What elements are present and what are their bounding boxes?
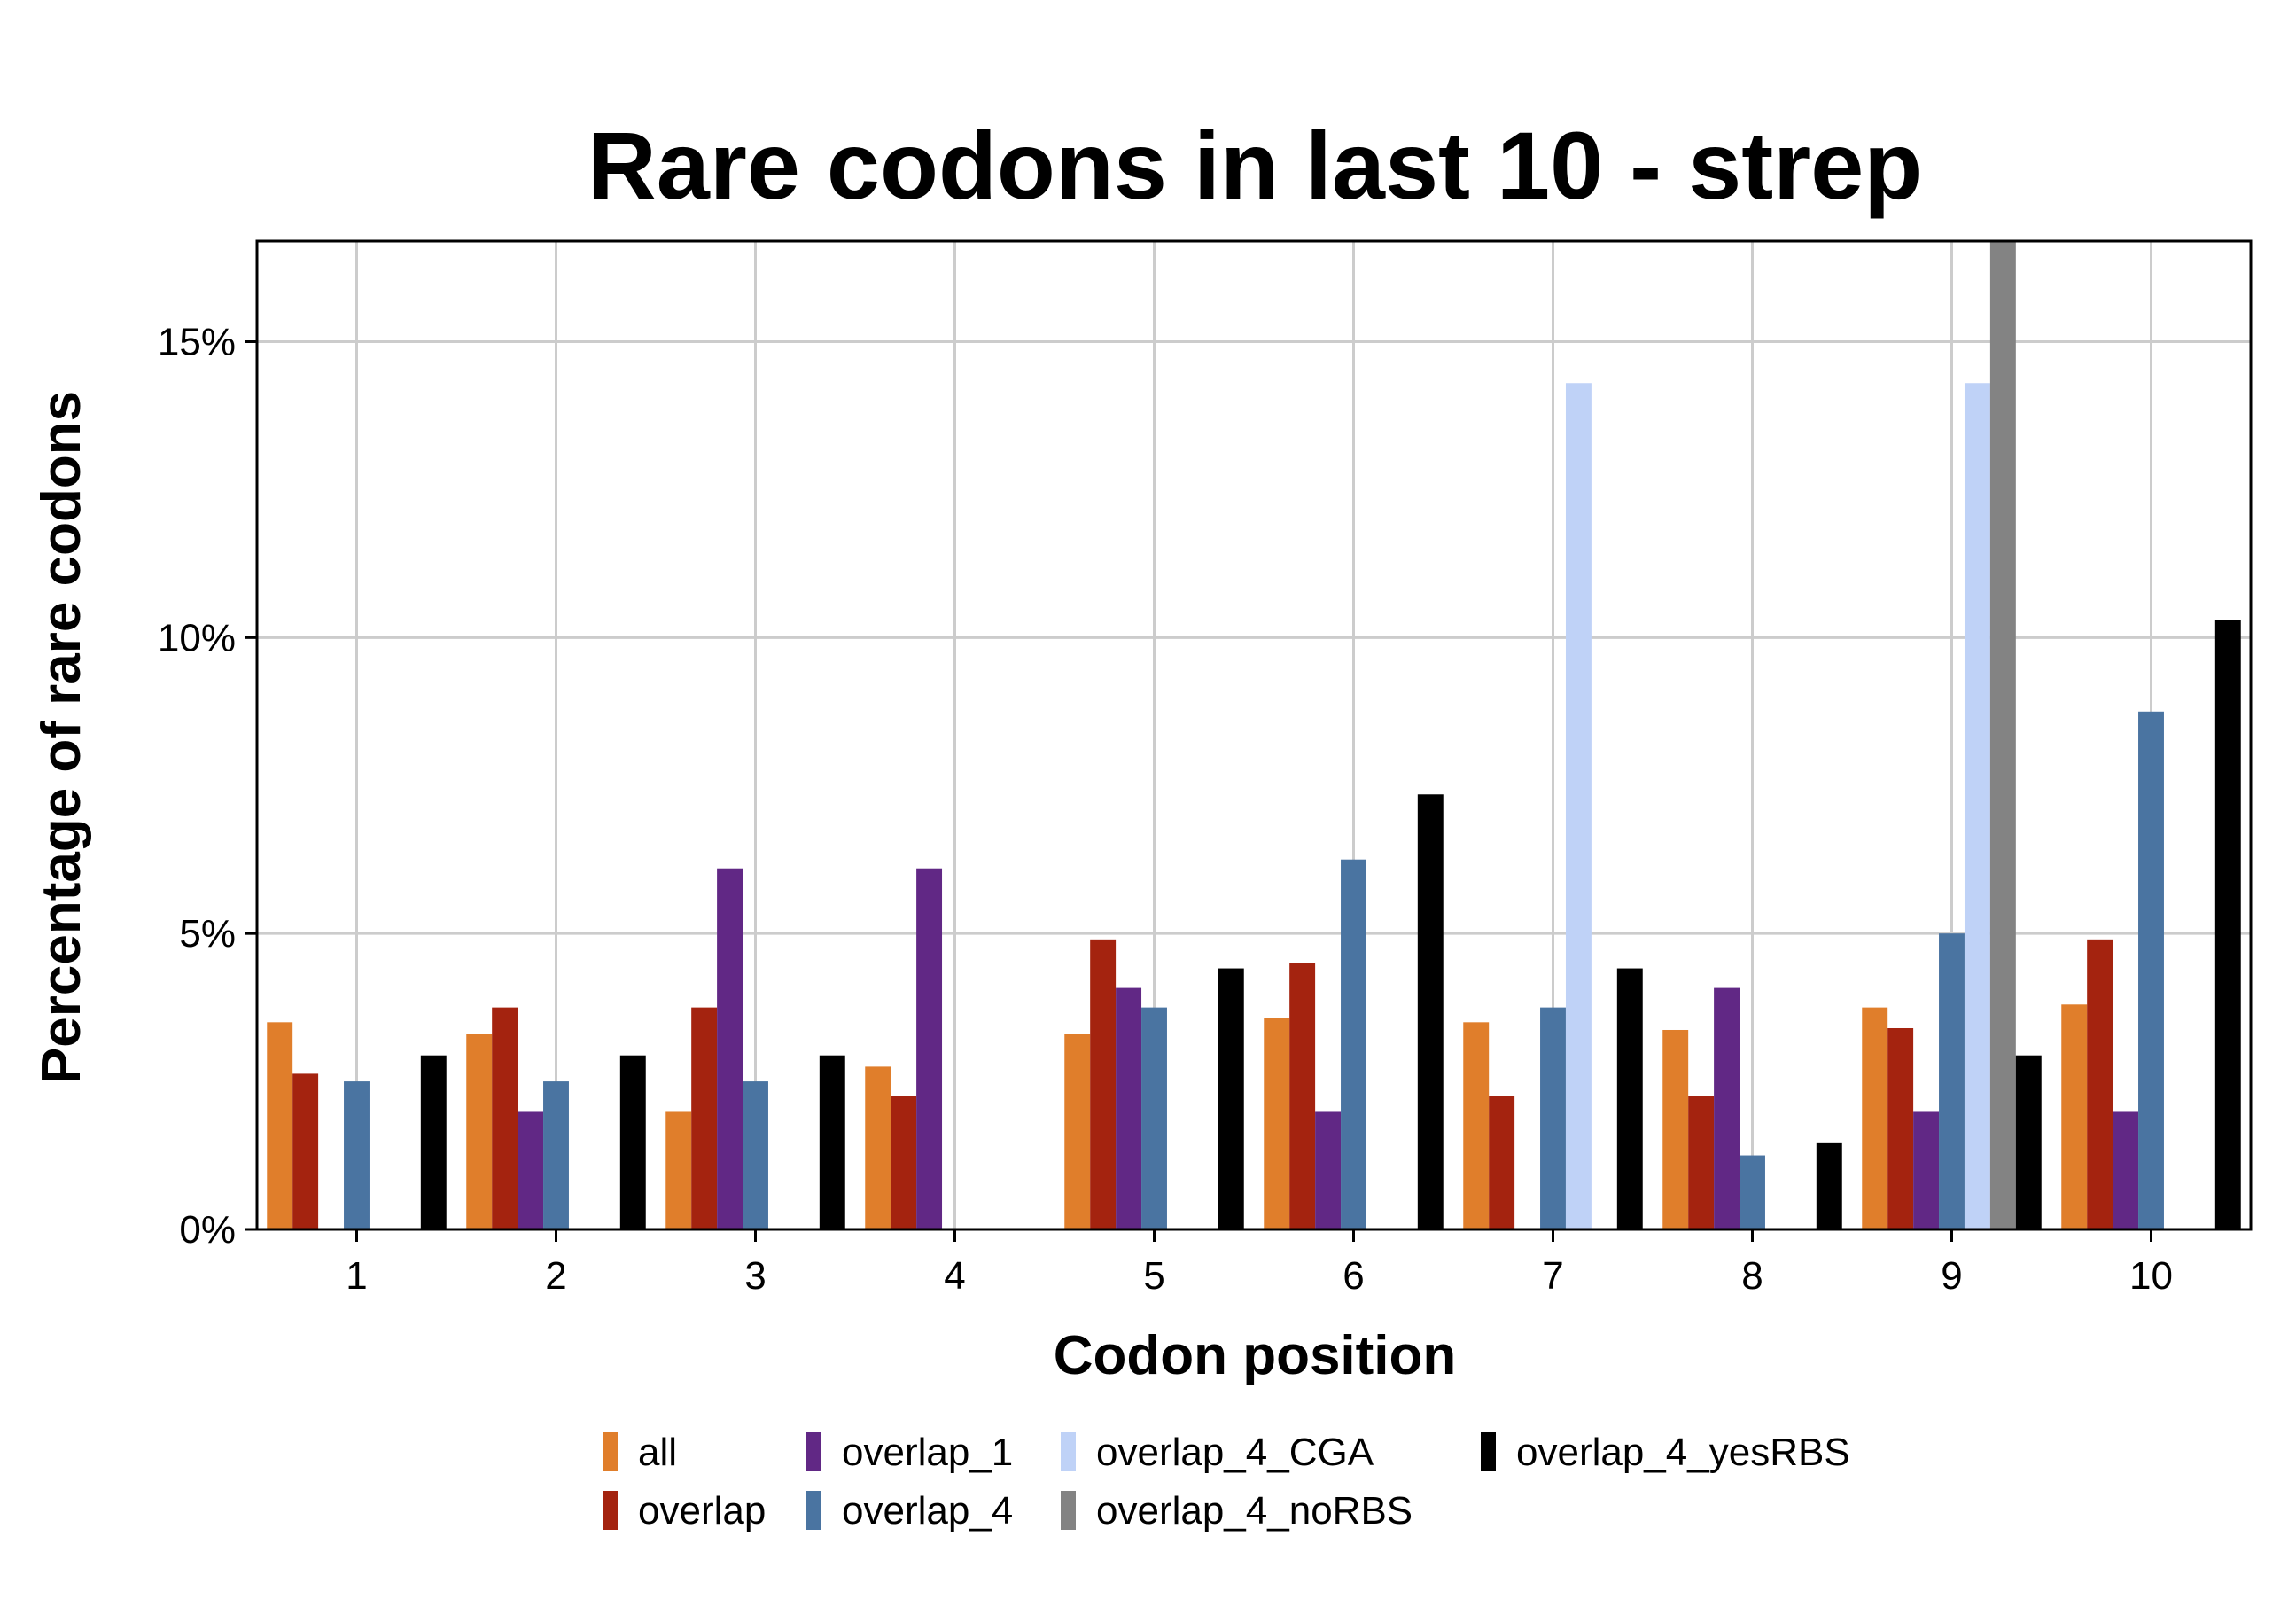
legend-label: overlap_4 [842,1489,1013,1533]
x-tick-label: 3 [744,1254,766,1298]
y-tick-label: 10% [158,616,236,659]
bar-overlap-3 [691,1007,718,1229]
bar-overlap_4_yesRBS-1 [420,1055,447,1229]
bar-overlap_1-10 [2113,1111,2139,1229]
bar-all-10 [2061,1004,2088,1229]
bar-overlap_4_yesRBS-3 [819,1055,845,1229]
bar-all-4 [865,1066,891,1229]
x-tick-label: 4 [944,1254,965,1298]
x-tick-label: 1 [346,1254,367,1298]
legend-swatch [806,1432,821,1471]
bar-overlap_1-2 [518,1111,544,1229]
x-axis-title: Codon position [1054,1325,1457,1386]
bar-overlap_4-1 [344,1081,370,1229]
bar-overlap_1-3 [717,868,743,1229]
legend-item-overlap_1: overlap_1 [806,1431,1013,1474]
legend-label: all [638,1431,677,1474]
x-axis-ticks: 1 2 3 4 5 6 7 8 9 10 [346,1229,2173,1298]
bar-overlap_4-5 [1141,1007,1167,1229]
bar-overlap_4-7 [1540,1007,1566,1229]
legend-swatch [603,1432,618,1471]
bar-all-6 [1264,1018,1290,1229]
bar-overlap_4-8 [1740,1155,1765,1229]
bar-all-3 [665,1111,692,1229]
legend-item-overlap_4_noRBS: overlap_4_noRBS [1061,1489,1413,1533]
bar-overlap_4_noRBS-9 [1989,241,2016,1229]
bar-overlap-9 [1887,1027,1914,1229]
bar-overlap-7 [1489,1096,1515,1229]
legend-swatch [1061,1432,1076,1471]
bar-overlap_4-10 [2138,711,2164,1229]
bar-overlap_4-2 [543,1081,569,1229]
x-tick-label: 6 [1343,1254,1364,1298]
legend-label: overlap_4_yesRBS [1516,1431,1850,1474]
bar-overlap_4_yesRBS-9 [2015,1055,2042,1229]
bar-overlap_4_yesRBS-6 [1417,794,1444,1229]
bar-overlap_4_yesRBS-8 [1816,1142,1842,1229]
bar-overlap-5 [1090,939,1117,1229]
bars [267,241,2241,1230]
plot-frame [255,239,2253,1231]
legend-swatch [806,1491,821,1530]
bar-overlap_4-9 [1939,933,1965,1229]
x-tick-label: 2 [545,1254,566,1298]
x-tick-label: 7 [1542,1254,1563,1298]
bar-overlap_4_yesRBS-2 [619,1055,646,1229]
y-tick-label: 15% [158,321,236,364]
bar-all-2 [466,1034,493,1229]
y-axis-title: Percentage of rare codons [31,391,92,1084]
bar-overlap_4_CGA-7 [1565,383,1592,1230]
bar-all-7 [1463,1022,1490,1229]
bar-overlap-2 [492,1007,518,1229]
bar-overlap_4_CGA-9 [1964,383,1990,1230]
x-tick-label: 10 [2129,1254,2173,1298]
legend-label: overlap_1 [842,1431,1013,1474]
legend-label: overlap [638,1489,766,1533]
y-axis-ticks: 0% 5% 10% 15% [158,321,257,1252]
legend: all overlap overlap_1 overlap_4 overlap_4_CG… [603,1431,1850,1533]
bar-overlap_4_yesRBS-5 [1218,968,1244,1229]
bar-overlap-4 [891,1096,917,1229]
bar-overlap_1-6 [1315,1111,1342,1229]
legend-item-overlap_4_yesRBS: overlap_4_yesRBS [1481,1431,1850,1474]
y-tick-label: 0% [179,1208,236,1252]
bar-overlap_1-4 [916,868,943,1229]
legend-item-all: all [603,1431,677,1474]
bar-overlap_4_yesRBS-10 [2214,620,2241,1229]
bar-all-5 [1064,1034,1091,1229]
chart-title: Rare codons in last 10 - strep [588,112,1922,219]
x-tick-label: 8 [1741,1254,1763,1298]
legend-swatch [1481,1432,1496,1471]
bar-overlap_1-9 [1913,1111,1940,1229]
bar-overlap_1-5 [1116,987,1142,1229]
bar-overlap-10 [2087,939,2113,1229]
bar-overlap_4-6 [1341,859,1366,1229]
bar-overlap-8 [1688,1096,1715,1229]
legend-swatch [603,1491,618,1530]
bar-overlap_1-8 [1714,987,1740,1229]
legend-item-overlap_4_CGA: overlap_4_CGA [1061,1431,1374,1474]
bar-overlap-1 [292,1073,319,1229]
legend-swatch [1061,1491,1076,1530]
bar-overlap_4_yesRBS-7 [1616,968,1643,1229]
bar-overlap-6 [1289,963,1316,1229]
bar-all-9 [1862,1007,1888,1229]
bar-overlap_4-3 [743,1081,768,1229]
legend-item-overlap_4: overlap_4 [806,1489,1013,1533]
x-tick-label: 9 [1941,1254,1962,1298]
legend-label: overlap_4_noRBS [1096,1489,1413,1533]
y-tick-label: 5% [179,912,236,956]
legend-label: overlap_4_CGA [1096,1431,1374,1474]
legend-item-overlap: overlap [603,1489,766,1533]
bar-all-1 [267,1022,293,1229]
bar-all-8 [1662,1029,1689,1229]
x-tick-label: 5 [1143,1254,1164,1298]
